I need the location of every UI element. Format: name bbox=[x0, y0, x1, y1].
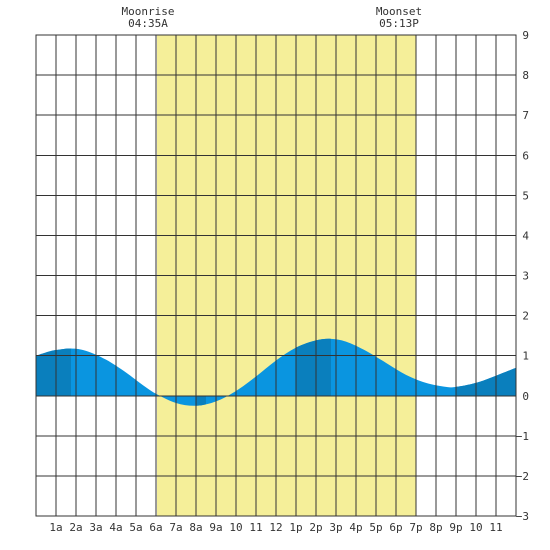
x-tick-label: 5a bbox=[129, 521, 142, 534]
x-tick-label: 7p bbox=[409, 521, 422, 534]
x-tick-label: 7a bbox=[169, 521, 182, 534]
x-tick-label: 8a bbox=[189, 521, 202, 534]
y-tick-label: 7 bbox=[522, 109, 529, 122]
x-tick-label: 8p bbox=[429, 521, 442, 534]
x-tick-label: 1a bbox=[49, 521, 62, 534]
x-tick-label: 11 bbox=[249, 521, 262, 534]
x-tick-label: 4p bbox=[349, 521, 362, 534]
grid bbox=[36, 34, 516, 517]
y-tick-label: 0 bbox=[522, 390, 529, 403]
moonrise-label: Moonrise bbox=[122, 5, 175, 18]
y-axis-tick-labels: 9 8 7 6 5 4 3 2 1 0 −1 −2 −3 bbox=[516, 29, 530, 523]
x-tick-label: 11 bbox=[489, 521, 502, 534]
y-tick-label: 3 bbox=[522, 270, 529, 283]
moonset-time: 05:13P bbox=[379, 17, 419, 30]
tide-shade-band bbox=[296, 338, 331, 406]
x-tick-label: 3a bbox=[89, 521, 102, 534]
x-tick-label: 9a bbox=[209, 521, 222, 534]
x-tick-label: 2p bbox=[309, 521, 322, 534]
y-tick-label: −3 bbox=[516, 510, 529, 523]
x-tick-label: 1p bbox=[289, 521, 302, 534]
x-tick-label: 6p bbox=[389, 521, 402, 534]
x-tick-label: 9p bbox=[449, 521, 462, 534]
moonrise-time: 04:35A bbox=[128, 17, 168, 30]
x-axis-tick-labels: 1a 2a 3a 4a 5a 6a 7a 8a 9a 10 11 12 1p 2p 3p 4p 5p 6p 7p 8p… bbox=[49, 521, 502, 534]
y-tick-label: 6 bbox=[522, 149, 529, 162]
y-tick-label: 2 bbox=[522, 310, 529, 323]
x-tick-label: 10 bbox=[469, 521, 482, 534]
y-tick-label: 9 bbox=[522, 29, 529, 42]
x-tick-label: 4a bbox=[109, 521, 122, 534]
x-tick-label: 5p bbox=[369, 521, 382, 534]
y-tick-label: 1 bbox=[522, 350, 529, 363]
y-tick-label: 8 bbox=[522, 69, 529, 82]
y-tick-label: 5 bbox=[522, 189, 529, 202]
y-tick-label: 4 bbox=[522, 229, 529, 242]
x-tick-label: 6a bbox=[149, 521, 162, 534]
x-tick-label: 3p bbox=[329, 521, 342, 534]
x-tick-label: 12 bbox=[269, 521, 282, 534]
moonset-label: Moonset bbox=[376, 5, 422, 18]
x-tick-label: 10 bbox=[229, 521, 242, 534]
plot-frame bbox=[35, 34, 517, 517]
y-tick-label: −2 bbox=[516, 470, 529, 483]
y-tick-label: −1 bbox=[516, 430, 529, 443]
x-tick-label: 2a bbox=[69, 521, 82, 534]
